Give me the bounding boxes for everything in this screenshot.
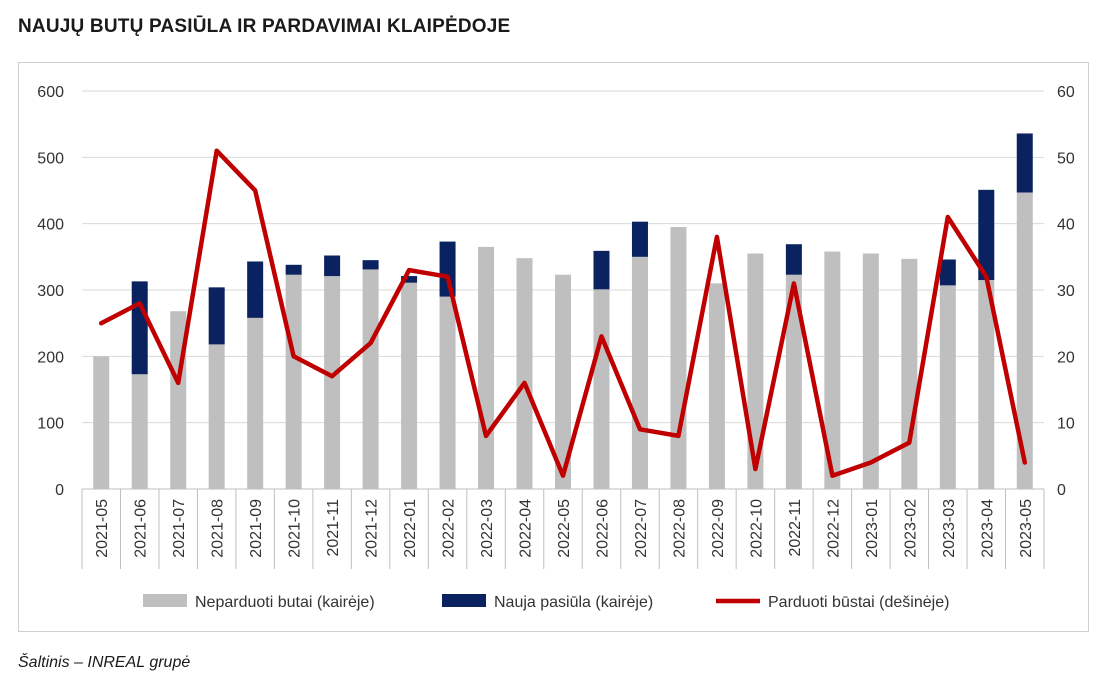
bar-new-supply (785, 244, 802, 275)
bar-unsold (978, 280, 995, 489)
y-right-tick-label: 0 (1057, 482, 1066, 499)
bar-unsold (1016, 192, 1033, 490)
y-left-tick-label: 200 (37, 349, 64, 366)
sold-line (98, 148, 1028, 478)
y-right-tick-label: 50 (1057, 150, 1075, 167)
x-tick-label: 2021-11 (325, 499, 342, 557)
y-right-tick-label: 10 (1057, 416, 1075, 433)
bar-new-supply (1016, 133, 1033, 193)
x-tick-label: 2021-07 (171, 499, 188, 558)
x-tick-label: 2022-09 (710, 499, 727, 558)
x-tick-label: 2021-10 (287, 499, 304, 558)
y-left-tick-label: 500 (37, 150, 64, 167)
bar-new-supply (593, 250, 610, 290)
x-tick-label: 2022-05 (556, 499, 573, 558)
x-tick-label: 2023-02 (902, 499, 919, 558)
bar-unsold (555, 274, 571, 489)
y-right-tick-label: 60 (1057, 84, 1075, 101)
y-right-tick-label: 20 (1057, 349, 1075, 366)
y-left-tick-label: 400 (37, 217, 64, 234)
bar-new-supply (247, 261, 264, 318)
x-tick-label: 2022-10 (748, 499, 765, 558)
bar-unsold (439, 296, 456, 489)
bar-new-supply (631, 221, 648, 257)
x-tick-label: 2021-08 (210, 499, 227, 558)
x-tick-label: 2022-01 (402, 499, 419, 558)
chart-frame (18, 62, 1089, 632)
bar-unsold (478, 246, 495, 489)
bar-new-supply (285, 264, 302, 275)
x-tick-label: 2022-12 (825, 499, 842, 558)
y-left-tick-label: 100 (37, 416, 64, 433)
x-tick-label: 2021-09 (248, 499, 265, 558)
bar-new-supply (362, 260, 379, 270)
bar-unsold (939, 285, 956, 489)
bar-unsold (285, 274, 302, 489)
bar-unsold (785, 274, 802, 489)
bar-unsold (631, 256, 648, 489)
bar-new-supply (978, 189, 995, 281)
bar-unsold (401, 282, 418, 489)
bar-unsold (208, 344, 225, 489)
bar-unsold (516, 258, 533, 489)
y-right-tick-label: 30 (1057, 283, 1075, 300)
x-tick-label: 2022-04 (518, 499, 535, 558)
bar-unsold (247, 317, 264, 489)
x-tick-label: 2023-03 (941, 499, 958, 558)
x-tick-label: 2023-04 (979, 499, 996, 558)
y-right-tick-label: 40 (1057, 217, 1075, 234)
bar-unsold (708, 283, 725, 489)
bar-new-supply (208, 287, 225, 345)
x-tick-label: 2022-03 (479, 499, 496, 558)
y-left-tick-label: 600 (37, 84, 64, 101)
bar-new-supply (401, 276, 418, 283)
y-left-tick-label: 300 (37, 283, 64, 300)
bar-new-supply (439, 241, 456, 297)
x-tick-label: 2022-06 (594, 499, 611, 558)
bar-unsold (747, 253, 764, 489)
bar-unsold (593, 289, 610, 489)
x-tick-label: 2023-01 (864, 499, 881, 558)
legend-new-supply-label: Nauja pasiūla (kairėje) (494, 594, 653, 611)
bar-unsold (901, 258, 918, 489)
x-tick-label: 2022-11 (787, 499, 804, 557)
y-left-tick-label: 0 (55, 482, 64, 499)
bar-unsold (93, 356, 110, 489)
legend-unsold-label: Neparduoti butai (kairėje) (195, 594, 375, 611)
x-tick-label: 2022-08 (671, 499, 688, 558)
chart: 0 100 200 300 400 500 600 0 10 20 30 40 50 60 2021-05 2… (37, 84, 1075, 611)
bar-unsold (862, 253, 879, 489)
bar-unsold (824, 251, 841, 489)
x-tick-label: 2022-07 (633, 499, 650, 558)
bar-unsold (324, 276, 341, 489)
legend-unsold-swatch (143, 594, 187, 607)
bar-new-supply (324, 255, 341, 277)
chart-title: NAUJŲ BUTŲ PASIŪLA IR PARDAVIMAI KLAIPĖD… (18, 16, 511, 37)
x-tick-label: 2022-02 (441, 499, 458, 558)
x-tick-label: 2021-06 (133, 499, 150, 558)
bar-new-supply (131, 281, 148, 375)
bar-new-supply (939, 259, 956, 286)
x-tick-label: 2021-05 (94, 499, 111, 558)
bar-unsold (131, 374, 148, 489)
x-tick-label: 2023-05 (1018, 499, 1035, 558)
bar-unsold (362, 269, 379, 489)
source-note: Šaltinis – INREAL grupė (18, 654, 191, 671)
legend-sold-label: Parduoti būstai (dešinėje) (768, 594, 949, 611)
legend-new-supply-swatch (442, 594, 486, 607)
x-tick-label: 2021-12 (364, 499, 381, 558)
bar-unsold (670, 226, 687, 489)
